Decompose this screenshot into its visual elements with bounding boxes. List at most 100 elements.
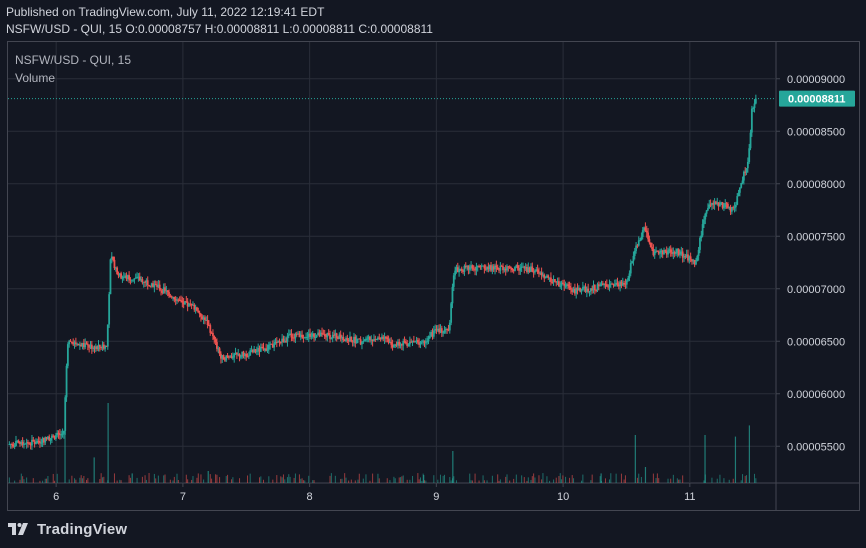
candle-body	[568, 286, 571, 288]
candle-body	[415, 340, 418, 342]
volume-bar	[486, 480, 488, 483]
volume-bar	[453, 476, 455, 483]
volume-bar	[330, 473, 332, 483]
volume-bar	[636, 477, 638, 483]
candle-body	[62, 430, 65, 434]
candle-body	[365, 338, 367, 341]
candle-body	[488, 265, 491, 270]
candle-body	[13, 445, 16, 447]
volume-bar	[87, 478, 89, 483]
candle-body	[527, 267, 530, 273]
candle-body	[68, 340, 71, 345]
price-axis[interactable]: 0.00009000 0.00008500 0.00008000 0.00007500…	[776, 74, 845, 454]
candle-body	[338, 334, 341, 340]
volume-bar	[538, 475, 540, 483]
volume-bar	[433, 475, 435, 483]
candle-body	[245, 353, 248, 357]
volume-bar	[746, 475, 748, 483]
volume-bar	[425, 480, 427, 483]
candle-body	[628, 273, 631, 279]
volume-bar	[120, 480, 122, 483]
candle-body	[464, 265, 467, 267]
candle-body	[306, 336, 309, 338]
candle-body	[180, 300, 182, 302]
candle-body	[411, 340, 414, 343]
volume-bar	[86, 479, 88, 483]
candle-body	[636, 245, 639, 247]
candle-body	[319, 332, 322, 337]
candle-body	[130, 279, 133, 281]
candle-body	[754, 98, 757, 104]
candle-body	[121, 277, 124, 279]
candle-body	[676, 249, 679, 254]
volume-bar	[559, 473, 561, 483]
candle-body	[439, 328, 442, 333]
candle-body	[216, 342, 218, 349]
volume-bar	[119, 479, 121, 483]
candle-body	[451, 286, 454, 304]
volume-bar	[365, 474, 367, 483]
candle-body	[579, 287, 582, 292]
volume-bar	[406, 479, 408, 483]
candle-body	[456, 267, 459, 273]
volume-bar	[103, 476, 105, 483]
tradingview-logo-icon	[8, 523, 28, 535]
candle-body	[418, 342, 421, 345]
candle-body	[189, 303, 192, 305]
candle-body	[333, 334, 335, 336]
candle-body	[443, 330, 446, 333]
volume-bar	[282, 474, 284, 483]
candle-body	[309, 333, 311, 337]
candle-body	[326, 333, 329, 338]
volume-bar	[378, 478, 380, 483]
chart-frame	[7, 41, 860, 511]
candle-body	[442, 332, 445, 334]
candle-body	[33, 441, 36, 444]
volume-bar	[334, 475, 336, 483]
candle-body	[35, 443, 37, 445]
volume-spike	[634, 435, 636, 483]
candle-body	[498, 269, 500, 271]
candle-body	[156, 285, 158, 287]
candle-body	[49, 438, 52, 441]
candle-body	[160, 289, 162, 291]
candle-body	[193, 304, 196, 310]
candle-body	[699, 237, 701, 250]
candle-body	[448, 322, 451, 331]
candle-body	[201, 316, 204, 320]
candle-body	[129, 279, 132, 281]
candle-body	[353, 336, 355, 342]
volume-bar	[505, 476, 507, 483]
volume-bar	[754, 473, 756, 483]
candle-body	[428, 336, 431, 339]
candle-body	[746, 161, 749, 169]
candle-body	[708, 204, 711, 209]
candle-body	[287, 334, 290, 336]
candle-body	[645, 230, 648, 233]
candle-body	[663, 250, 665, 255]
candle-body	[736, 196, 739, 205]
volume-bar	[716, 478, 718, 483]
candle-body	[753, 103, 756, 108]
candle-body	[378, 337, 381, 339]
candle-body	[507, 266, 510, 268]
candle-body	[635, 245, 637, 251]
candle-body	[595, 290, 598, 292]
candle-body	[24, 443, 27, 445]
time-axis[interactable]: 6 7 8 9 10 11	[53, 483, 696, 503]
volume-bar	[565, 476, 567, 483]
candle-body	[452, 275, 455, 287]
candle-body	[112, 256, 115, 260]
volume-bar	[239, 478, 241, 483]
volume-spike	[64, 419, 66, 483]
candle-body	[266, 349, 269, 352]
candle-body	[471, 265, 474, 269]
volume-spike	[644, 467, 647, 483]
volume-bar	[362, 478, 364, 483]
candle-body	[591, 288, 594, 291]
brand[interactable]: TradingView	[8, 520, 127, 538]
volume-bar	[509, 480, 511, 483]
volume-bar	[394, 478, 396, 483]
candle-body	[86, 344, 89, 346]
